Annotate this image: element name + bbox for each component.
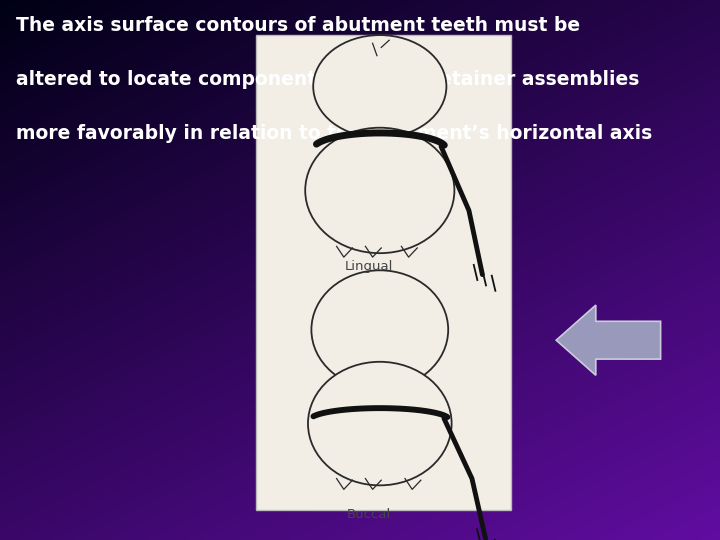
- Ellipse shape: [305, 127, 454, 253]
- Text: Lingual: Lingual: [345, 260, 393, 273]
- Text: more favorably in relation to the abutment’s horizontal axis: more favorably in relation to the abutme…: [16, 124, 652, 143]
- Ellipse shape: [311, 271, 448, 389]
- Text: Buccal: Buccal: [347, 508, 391, 521]
- Text: altered to locate components of direct retainer assemblies: altered to locate components of direct r…: [16, 70, 639, 89]
- Ellipse shape: [313, 35, 446, 138]
- FancyBboxPatch shape: [256, 35, 511, 510]
- Polygon shape: [556, 305, 661, 375]
- Text: The axis surface contours of abutment teeth must be: The axis surface contours of abutment te…: [16, 16, 580, 35]
- Ellipse shape: [308, 362, 451, 485]
